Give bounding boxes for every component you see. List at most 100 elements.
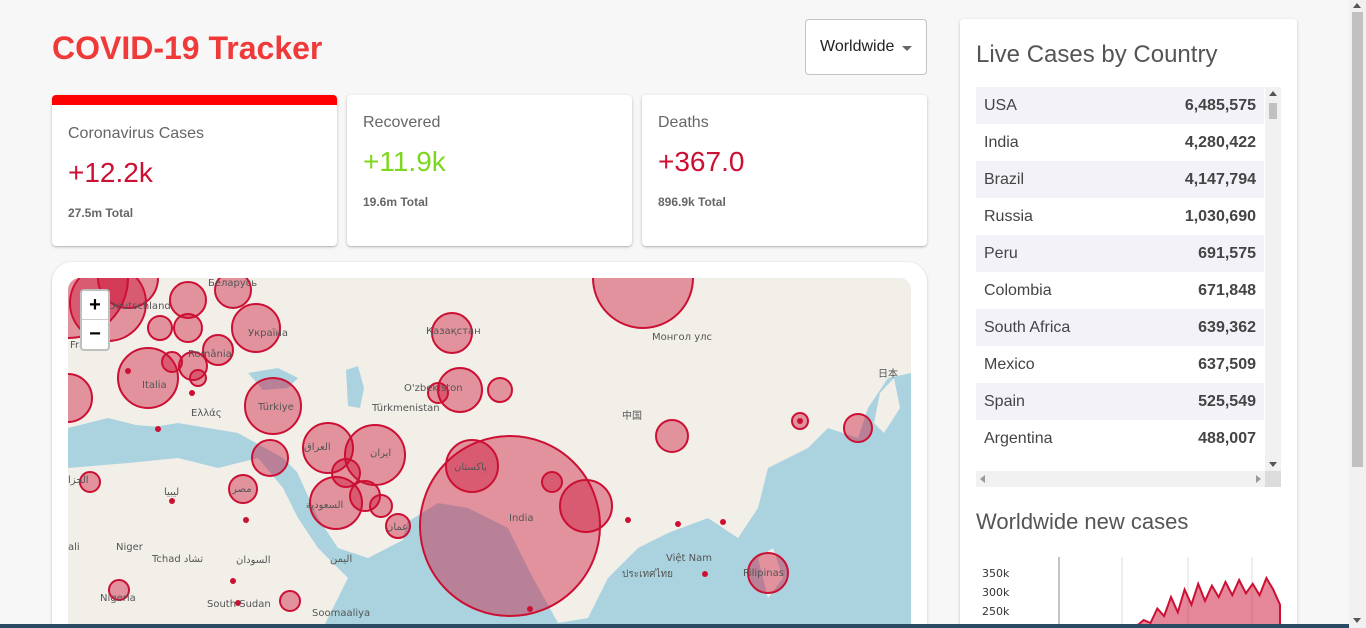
map-label: پاکستان <box>454 462 487 473</box>
land-philippines <box>758 548 783 598</box>
page-scroll-thumb[interactable] <box>1352 12 1363 467</box>
table-row: Argentina 488,007 <box>976 420 1264 457</box>
table-row: Peru 691,575 <box>976 235 1264 272</box>
country-select[interactable]: Worldwide <box>805 19 927 75</box>
case-dot <box>702 571 708 577</box>
map-label: 中国 <box>622 409 642 422</box>
case-bubble <box>161 351 183 373</box>
case-dot <box>797 418 803 424</box>
scroll-down-icon[interactable] <box>1269 462 1277 467</box>
scroll-up-icon[interactable] <box>1269 91 1277 96</box>
case-bubble <box>202 334 234 366</box>
case-bubble <box>244 377 302 435</box>
map-label: Беларусь <box>208 278 257 289</box>
case-dot <box>125 368 131 374</box>
recovered-card-title: Recovered <box>363 114 441 131</box>
cases-card-value: +12.2k <box>68 157 153 188</box>
table-row: USA 6,485,575 <box>976 87 1264 124</box>
country-cases: 6,485,575 <box>1184 96 1256 114</box>
map-label: Niger <box>116 542 144 553</box>
map-label: Ελλάς <box>191 407 222 419</box>
taskbar-strip <box>0 624 1349 628</box>
zoom-in-button[interactable]: + <box>82 291 108 320</box>
deaths-card-value: +367.0 <box>658 146 745 177</box>
case-bubble <box>427 382 449 404</box>
map-label: ประเทศไทย <box>622 568 673 580</box>
map-label: India <box>509 513 534 524</box>
map[interactable]: Беларусь Deutschland Fra Україна România… <box>68 278 911 628</box>
cases-card[interactable]: Coronavirus Cases +12.2k 27.5m Total <box>52 95 337 246</box>
map-canvas[interactable]: Беларусь Deutschland Fra Україна România… <box>68 278 911 628</box>
page-scroll-up-icon[interactable] <box>1353 3 1361 8</box>
map-label: Україна <box>248 328 288 339</box>
map-label: Deutschland <box>108 301 171 312</box>
map-label: Nigeria <box>100 593 136 604</box>
table-row: Mexico 637,509 <box>976 346 1264 383</box>
scrollbar-corner <box>1265 471 1281 487</box>
deaths-card-title: Deaths <box>658 114 709 131</box>
table-row: South Africa 639,362 <box>976 309 1264 346</box>
case-bubble <box>251 439 289 477</box>
map-label: Fra <box>70 340 85 351</box>
map-label: ایران <box>370 448 391 459</box>
country-name: Colombia <box>984 281 1052 299</box>
case-dot <box>625 517 631 523</box>
case-bubble <box>231 303 281 353</box>
case-bubble <box>592 278 694 329</box>
land-mediterranean <box>108 423 243 448</box>
country-name: Mexico <box>984 355 1035 373</box>
case-bubble <box>437 367 483 413</box>
case-dot <box>169 498 175 504</box>
table-row: Colombia 671,848 <box>976 272 1264 309</box>
case-bubble <box>279 590 301 612</box>
case-bubble <box>214 278 252 309</box>
case-bubble <box>68 373 93 423</box>
case-dot <box>675 521 681 527</box>
map-label: عمان <box>386 522 408 533</box>
country-cases: 488,007 <box>1198 429 1256 447</box>
page-scrollbar[interactable] <box>1349 0 1366 628</box>
map-label: Pilipinas <box>743 568 784 579</box>
map-zoom-control: + − <box>80 289 110 351</box>
page-scroll-down-icon[interactable] <box>1353 618 1361 623</box>
scroll-right-icon[interactable] <box>1256 475 1261 483</box>
y-tick-label: 250k <box>982 605 1010 618</box>
country-cases: 1,030,690 <box>1184 207 1256 225</box>
map-label: الجزا <box>68 475 89 486</box>
table-vertical-scrollbar[interactable] <box>1265 87 1281 471</box>
case-bubble <box>309 476 363 530</box>
country-name: Russia <box>984 207 1033 225</box>
case-bubble <box>487 377 513 403</box>
recovered-card[interactable]: Recovered +11.9k 19.6m Total <box>347 95 632 246</box>
case-dot <box>235 600 241 606</box>
land-caspian <box>346 366 364 408</box>
chart-title: Worldwide new cases <box>976 509 1189 534</box>
land-arabia <box>293 463 408 558</box>
map-label: السعودية <box>306 500 343 511</box>
recovered-card-value: +11.9k <box>363 146 446 177</box>
country-cases: 4,280,422 <box>1184 133 1256 151</box>
map-label: România <box>188 348 232 360</box>
country-name: South Africa <box>984 318 1071 336</box>
right-panel: Live Cases by Country USA 6,485,575 India 4… <box>960 19 1297 628</box>
y-tick-label: 350k <box>982 567 1010 580</box>
deaths-card-total: 896.9k Total <box>658 195 726 209</box>
deaths-card[interactable]: Deaths +367.0 896.9k Total <box>642 95 927 246</box>
map-label: ali <box>68 542 80 553</box>
case-bubble <box>541 471 563 493</box>
case-bubble <box>228 474 258 504</box>
map-label: Tchad تشاد <box>151 554 203 565</box>
case-dot <box>230 578 236 584</box>
land-africa <box>68 458 348 628</box>
country-cases: 639,362 <box>1198 318 1256 336</box>
scroll-thumb[interactable] <box>1269 103 1277 119</box>
land-japan <box>874 378 900 433</box>
scroll-left-icon[interactable] <box>980 475 985 483</box>
live-cases-title: Live Cases by Country <box>976 41 1218 68</box>
table-horizontal-scrollbar[interactable] <box>976 471 1265 487</box>
live-cases-table[interactable]: USA 6,485,575 India 4,280,422 Brazil 4,147,79… <box>976 87 1281 487</box>
map-label: مصر <box>231 484 252 495</box>
zoom-out-button[interactable]: − <box>89 323 101 345</box>
map-label: السودان <box>236 555 271 566</box>
case-dot <box>243 517 249 523</box>
